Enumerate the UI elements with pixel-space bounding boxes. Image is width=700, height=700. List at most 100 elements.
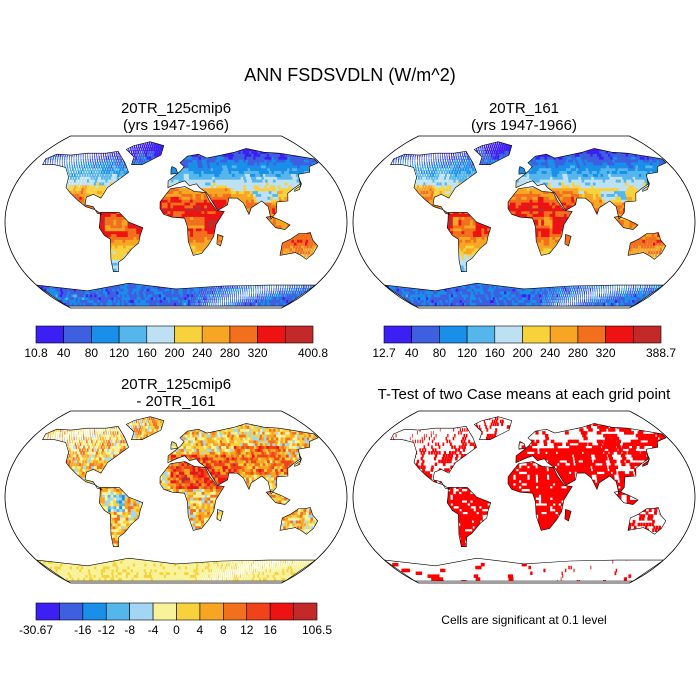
grid-cell <box>203 287 206 292</box>
grid-cell <box>111 259 116 263</box>
grid-cell <box>174 299 177 303</box>
grid-cell <box>179 302 183 306</box>
grid-cell <box>195 213 200 217</box>
grid-cell <box>237 302 239 306</box>
grid-cell <box>167 204 171 209</box>
grid-cell <box>208 190 213 194</box>
grid-cell <box>220 290 222 295</box>
grid-cell <box>102 213 106 217</box>
grid-cell <box>257 287 259 292</box>
grid-cell <box>164 204 169 209</box>
grid-cell <box>119 227 123 232</box>
grid-cell <box>307 253 310 257</box>
grid-cell <box>172 302 175 306</box>
grid-cell <box>209 236 214 240</box>
grid-cell <box>244 290 246 295</box>
grid-cell <box>195 290 199 295</box>
grid-cell <box>266 296 269 300</box>
grid-cell <box>178 290 181 295</box>
grid-cell <box>195 216 200 220</box>
grid-cell <box>204 204 208 209</box>
grid-cell <box>152 293 156 298</box>
grid-cell <box>184 216 188 220</box>
grid-cell <box>309 244 313 249</box>
grid-cell <box>198 216 203 220</box>
grid-cell <box>222 285 225 289</box>
grid-cell <box>250 196 255 200</box>
grid-cell <box>116 227 120 232</box>
grid-cell <box>110 230 115 235</box>
grid-cell <box>195 230 200 235</box>
grid-cell <box>273 285 275 289</box>
grid-cell <box>142 290 147 295</box>
grid-cell <box>161 204 166 209</box>
grid-cell <box>282 285 284 289</box>
grid-cell <box>258 296 260 300</box>
grid-cell <box>145 290 149 295</box>
grid-cell <box>307 242 311 246</box>
grid-cell <box>257 285 259 289</box>
grid-cell <box>304 287 307 292</box>
grid-cell <box>301 253 304 257</box>
grid-cell <box>170 207 174 212</box>
grid-cell <box>251 293 252 298</box>
grid-cell <box>219 296 221 300</box>
grid-cell <box>209 296 211 300</box>
grid-cell <box>215 210 220 214</box>
grid-cell <box>117 242 121 246</box>
grid-cell <box>231 285 234 289</box>
grid-cell <box>249 299 251 303</box>
grid-cell <box>270 219 274 223</box>
grid-cell <box>190 296 193 300</box>
grid-cell <box>246 204 251 209</box>
grid-cell <box>220 285 222 289</box>
grid-cell <box>136 227 140 232</box>
grid-cell <box>279 302 283 306</box>
grid-cell <box>164 201 169 206</box>
grid-cell <box>282 287 284 292</box>
grid-cell <box>184 196 188 200</box>
grid-cell <box>261 302 264 306</box>
grid-cell <box>310 285 312 289</box>
grid-cell <box>280 287 282 292</box>
grid-cell <box>264 287 266 292</box>
grid-cell <box>111 267 116 272</box>
grid-cell <box>257 290 259 295</box>
grid-cell <box>253 293 254 298</box>
grid-cell <box>193 230 197 235</box>
grid-cell <box>281 222 285 226</box>
grid-cell <box>102 230 106 235</box>
grid-cell <box>125 290 130 295</box>
grid-cell <box>268 290 270 295</box>
grid-cell <box>187 233 191 237</box>
grid-cell <box>296 290 299 295</box>
grid-cell <box>124 227 129 232</box>
grid-cell <box>187 204 191 209</box>
grid-cell <box>122 230 126 235</box>
grid-cell <box>192 250 196 255</box>
grid-cell <box>247 299 249 303</box>
grid-cell <box>108 233 112 237</box>
grid-cell <box>170 210 174 214</box>
grid-cell <box>103 187 106 192</box>
grid-cell <box>236 196 241 200</box>
grid-cell <box>281 196 286 200</box>
grid-cell <box>169 293 173 298</box>
grid-cell <box>302 250 305 255</box>
grid-cell <box>201 219 206 223</box>
grid-cell <box>192 196 197 200</box>
grid-cell <box>158 290 162 295</box>
grid-cell <box>176 193 180 197</box>
grid-cell <box>173 287 177 292</box>
grid-cell <box>209 193 213 197</box>
grid-cell <box>206 293 208 298</box>
grid-cell <box>286 296 290 300</box>
grid-cell <box>306 236 309 240</box>
grid-cell <box>110 222 114 226</box>
grid-cell <box>242 296 244 300</box>
grid-cell <box>263 293 265 298</box>
grid-cell <box>145 285 150 289</box>
grid-cell <box>207 207 211 212</box>
grid-cell <box>168 302 172 306</box>
grid-cell <box>251 201 256 206</box>
